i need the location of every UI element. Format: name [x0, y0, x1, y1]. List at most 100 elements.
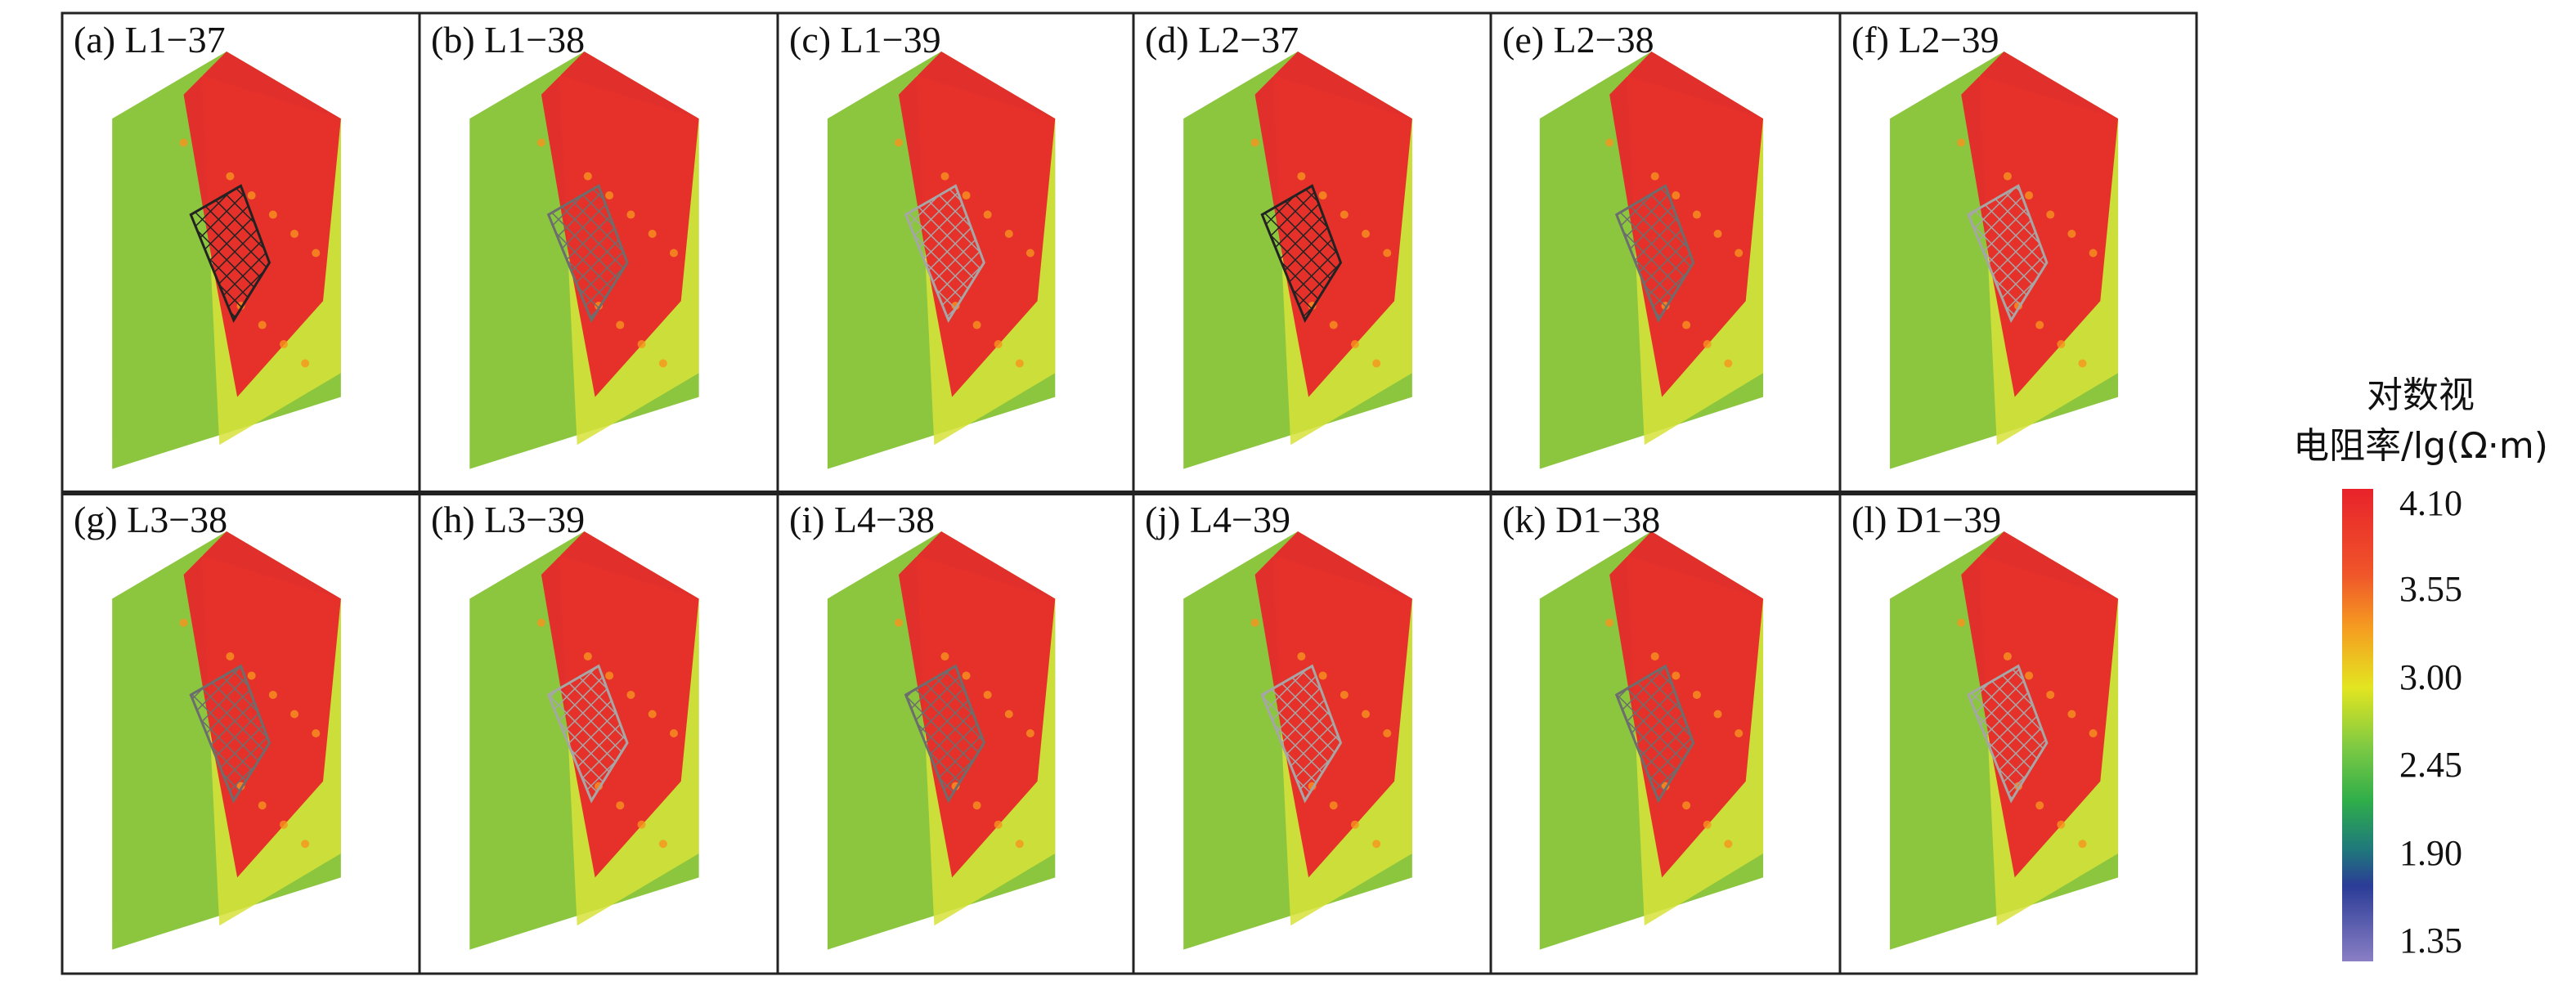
hatched-target-area — [1260, 664, 1343, 804]
panel-e: (e) L2−38 — [1502, 19, 1764, 469]
legend-title-line1: 对数视 — [2367, 374, 2475, 416]
speckle — [1015, 359, 1024, 368]
panel-a: (a) L1−37 — [74, 19, 341, 469]
speckle — [1329, 801, 1338, 810]
speckle — [983, 690, 992, 699]
speckle — [1682, 801, 1691, 810]
map-zone-red — [898, 531, 1056, 878]
hatched-target-area — [189, 664, 272, 804]
speckle — [1650, 172, 1659, 181]
speckle — [2089, 729, 2098, 737]
speckle — [2046, 210, 2055, 219]
speckle — [247, 191, 256, 200]
speckle — [2035, 801, 2044, 810]
speckle — [1004, 230, 1013, 239]
panel-c: (c) L1−39 — [789, 19, 1056, 469]
speckle — [1250, 138, 1259, 147]
speckle — [1682, 320, 1691, 329]
speckle — [2035, 320, 2044, 329]
speckle — [1004, 710, 1013, 719]
speckle — [658, 359, 667, 368]
speckle — [972, 801, 981, 810]
speckle — [2057, 340, 2066, 349]
speckle — [1692, 690, 1701, 699]
speckle — [626, 690, 635, 699]
speckle — [2057, 820, 2066, 829]
panel-b: (b) L1−38 — [431, 19, 699, 469]
speckle — [583, 172, 592, 181]
map-zone-red — [541, 531, 699, 878]
panel-h: (h) L3−39 — [431, 499, 699, 950]
tick-1.35: 1.35 — [2399, 921, 2462, 961]
panel-g: (g) L3−38 — [74, 499, 341, 950]
speckle — [258, 801, 267, 810]
colorbar-ticks: 4.10 3.55 3.00 2.45 1.90 1.35 — [2399, 483, 2462, 961]
speckle — [1724, 840, 1733, 849]
speckle — [1713, 710, 1722, 719]
speckle — [1015, 840, 1024, 849]
panel-label: (e) L2−38 — [1502, 19, 1654, 60]
panel-label: (l) D1−39 — [1851, 499, 2001, 540]
speckle — [2003, 172, 2012, 181]
hatched-target-area — [1967, 184, 2049, 323]
speckle — [962, 191, 971, 200]
panel-label: (b) L1−38 — [431, 19, 585, 60]
speckle — [290, 230, 299, 239]
speckle — [658, 840, 667, 849]
speckle — [2025, 671, 2034, 680]
speckle — [2078, 359, 2087, 368]
hatched-target-area — [189, 184, 272, 323]
speckle — [648, 230, 657, 239]
speckle — [2003, 652, 2012, 661]
speckle — [1372, 359, 1381, 368]
tick-1.90: 1.90 — [2399, 833, 2462, 873]
speckle — [279, 820, 288, 829]
speckle — [268, 210, 277, 219]
speckle — [1724, 359, 1733, 368]
panel-label: (d) L2−37 — [1145, 19, 1299, 60]
speckle — [2046, 690, 2055, 699]
speckle — [940, 172, 949, 181]
hatched-target-area — [904, 184, 985, 323]
speckle — [2067, 230, 2076, 239]
speckle — [894, 618, 903, 627]
speckle — [616, 801, 625, 810]
speckle — [972, 320, 981, 329]
panel-d: (d) L2−37 — [1145, 19, 1412, 469]
speckle — [1703, 340, 1712, 349]
colorbar-legend: 对数视 电阻率/lg(Ω·m) 4.10 3.55 3.00 2.45 1.90… — [2293, 374, 2548, 961]
panel-i: (i) L4−38 — [789, 499, 1056, 950]
panel-dividers — [62, 13, 2197, 974]
speckle — [2078, 840, 2087, 849]
panel-label: (g) L3−38 — [74, 499, 227, 540]
speckle — [1605, 138, 1614, 147]
speckle — [1340, 690, 1349, 699]
speckle — [312, 729, 321, 737]
hatched-target-area — [1967, 664, 2049, 804]
speckle — [226, 172, 235, 181]
speckle — [1025, 729, 1034, 737]
speckle — [1297, 172, 1306, 181]
hatched-target-area — [1614, 184, 1695, 324]
speckle — [2025, 191, 2034, 200]
speckle — [1350, 340, 1359, 349]
speckle — [994, 340, 1003, 349]
panel-label: (k) D1−38 — [1502, 499, 1660, 540]
speckle — [1735, 249, 1744, 258]
speckle — [1318, 191, 1327, 200]
speckle — [983, 210, 992, 219]
speckle — [179, 618, 188, 627]
speckle — [1350, 820, 1359, 829]
speckle — [1672, 191, 1681, 200]
speckle — [2089, 249, 2098, 258]
speckle — [648, 710, 657, 719]
speckle — [637, 820, 646, 829]
speckle — [605, 671, 614, 680]
speckle — [2067, 710, 2076, 719]
speckle — [268, 690, 277, 699]
speckle — [1025, 249, 1034, 258]
map-zone-red — [1609, 531, 1764, 878]
legend-title-line2: 电阻率/lg(Ω·m) — [2293, 425, 2548, 467]
speckle — [1340, 210, 1349, 219]
